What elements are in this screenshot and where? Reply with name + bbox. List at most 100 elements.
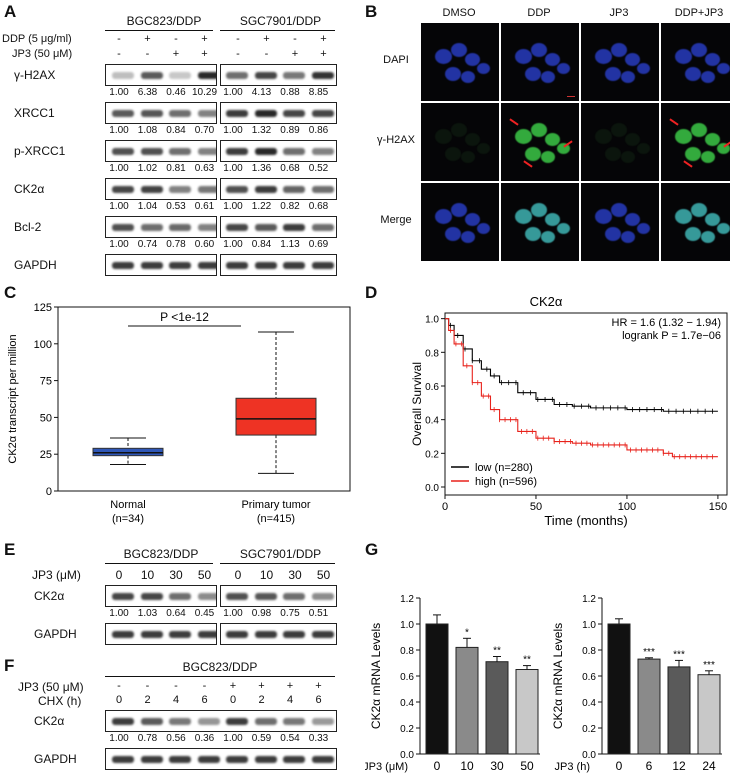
x-tick-label: 100	[618, 501, 636, 513]
panel-a-western-blot: BGC823/DDP SGC7901/DDP DDP (5 μg/ml) JP3…	[0, 0, 340, 280]
e-blot-row-0-band	[254, 592, 277, 600]
jp3-sign: +	[229, 680, 237, 692]
row-label-4: Bcl-2	[14, 220, 42, 234]
blot-row-3-right	[220, 178, 337, 200]
blot-row-5-band	[112, 261, 134, 269]
y-tick-label: 0.2	[582, 724, 596, 735]
micrograph-r1-c0	[420, 102, 500, 182]
blot-row-3-band	[169, 185, 191, 193]
nucleus	[717, 143, 730, 154]
scale-bar	[567, 96, 575, 97]
nucleus	[515, 49, 532, 64]
logrank-label: logrank P = 1.7e−06	[622, 330, 721, 342]
blot-row-1-band	[112, 109, 134, 117]
blot-row-1-band	[140, 109, 163, 117]
e-blot-row-0-band	[169, 592, 191, 600]
f-quant-row-value: 0.59	[251, 733, 272, 744]
quant-row-2-value: 1.00	[109, 163, 129, 174]
jp3-label: JP3 (50 μM)	[18, 680, 84, 694]
blot-row-4-band	[254, 223, 277, 231]
chx-value: 2	[144, 694, 151, 706]
e-blot-row-0-band	[311, 592, 334, 600]
micrograph-r0-c1	[500, 22, 580, 102]
nucleus	[595, 129, 612, 144]
nucleus	[435, 129, 452, 144]
quant-row-0-value: 4.13	[251, 87, 272, 98]
survival-curve-high	[445, 318, 718, 458]
nucleus	[465, 133, 480, 146]
jp3-sign-row: - - + + - - + +	[105, 48, 335, 62]
micrograph-r0-c2	[580, 22, 660, 102]
nucleus	[611, 203, 627, 217]
nucleus	[531, 123, 547, 137]
quant-row-1-value: 0.86	[308, 125, 329, 136]
quant-row-3-value: 0.53	[166, 201, 186, 212]
box-primary-tumor	[235, 397, 317, 436]
micrograph-r0-c3	[660, 22, 730, 102]
ddp-label: DDP (5 μg/ml)	[2, 33, 72, 45]
nucleus	[685, 147, 701, 161]
x-tick-label: 50	[530, 501, 542, 513]
blot-row-5-band	[283, 261, 305, 269]
y-tick-label: 0.4	[582, 698, 596, 709]
blot-row-4-band	[226, 223, 248, 231]
blot-row-1-band	[254, 109, 277, 117]
e-blot-row-0-band	[283, 592, 305, 600]
micrograph-r2-c1	[500, 182, 580, 262]
ddp-sign-row: - + - + - + - +	[105, 33, 335, 47]
f-blot-row-0-band	[283, 717, 305, 725]
ddp-sign: +	[263, 33, 270, 45]
chx-value: 4	[286, 694, 294, 706]
significance-mark: ***	[643, 647, 655, 658]
nucleus	[435, 49, 452, 64]
quant-row-1-value: 1.08	[137, 125, 158, 136]
quant-row-3-value: 1.04	[137, 201, 158, 212]
e-quant-row-value: 1.00	[109, 608, 129, 619]
blot-row-3-band	[226, 185, 248, 193]
nucleus	[465, 213, 480, 226]
quant-row-1-value: 0.70	[194, 125, 215, 136]
quant-row-0-value: 10.29	[191, 87, 218, 98]
nucleus	[477, 223, 490, 234]
blot-row-5-right	[220, 254, 337, 276]
row-label-1: GAPDH	[34, 627, 77, 641]
nucleus	[675, 209, 692, 224]
nucleus	[531, 43, 547, 57]
jp3-sign: -	[264, 48, 269, 60]
nucleus	[557, 223, 570, 234]
blot-row-2-band	[283, 147, 305, 155]
blot-row-0-left	[105, 64, 217, 86]
nucleus	[525, 67, 541, 81]
chx-value: 4	[172, 694, 180, 706]
f-blot-row-1-band	[169, 755, 191, 763]
jp3-sign: +	[320, 48, 327, 60]
blot-row-1-band	[226, 109, 248, 117]
e-quant-row-value: 0.64	[166, 608, 186, 619]
f-blot-row-1-band	[283, 755, 305, 763]
f-blot-row-0-band	[254, 717, 277, 725]
panel-label-d: D	[365, 283, 378, 302]
f-quant-row-value: 0.33	[308, 733, 329, 744]
group-underline-sgc7901	[220, 30, 335, 31]
blot-row-5-band	[140, 261, 163, 269]
quant-row-0-value: 6.38	[137, 87, 158, 98]
nucleus	[477, 143, 490, 154]
blot-row-0-band	[254, 71, 277, 79]
quant-row-0-value: 1.00	[223, 87, 243, 98]
quant-row-2-value: 1.36	[251, 163, 272, 174]
nucleus	[541, 151, 555, 163]
f-quant-row-value: 1.00	[109, 733, 129, 744]
blot-row-5-band	[169, 261, 191, 269]
group-label-bgc823: BGC823/DDP	[126, 14, 202, 28]
group-underline-bgc823	[105, 563, 213, 564]
x-tick-label: 12	[672, 759, 686, 773]
blot-row-5-band	[254, 261, 277, 269]
plot-frame	[444, 312, 728, 496]
row-label-3: CK2α	[14, 182, 45, 196]
f-quant-row-value: 0.78	[137, 733, 158, 744]
quant-row-4-value: 1.00	[109, 239, 129, 250]
f-blot-row-1-band	[311, 755, 334, 763]
nucleus	[621, 231, 635, 243]
y-tick-label: 0.2	[425, 449, 439, 460]
bar	[637, 658, 661, 755]
